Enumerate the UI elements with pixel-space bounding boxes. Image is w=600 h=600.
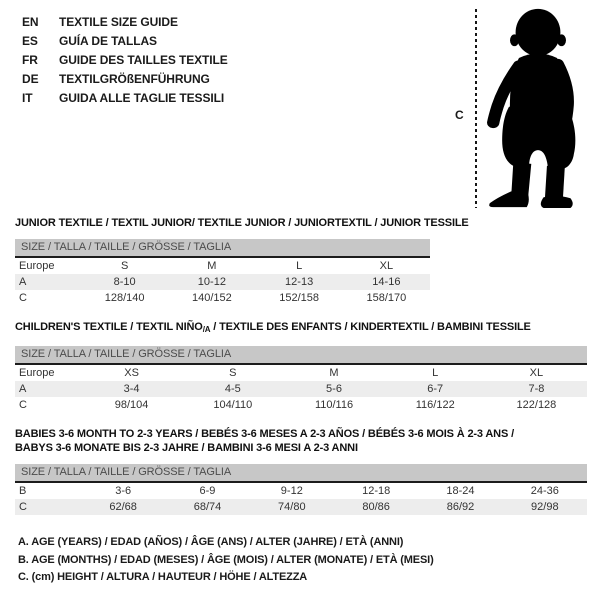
size-cell: L — [296, 260, 303, 272]
row-label: A — [19, 276, 27, 288]
table-rows: Europe XS S M L XL A 3-4 4-5 5-6 6-7 7-8 C 98/104 104/… — [15, 365, 587, 413]
language-code: FR — [22, 53, 38, 67]
table-rows: Europe S M L XL A 8-10 10-12 12-13 14-16 C 128/140 1… — [15, 258, 430, 306]
size-cell: 10-12 — [197, 276, 226, 288]
size-cell: 6-9 — [199, 485, 216, 497]
table-title: JUNIOR TEXTILE / TEXTIL JUNIOR/ TEXTILE … — [15, 216, 469, 230]
table-row: Europe XS S M L XL — [15, 365, 587, 381]
row-label: C — [19, 501, 27, 513]
size-cell: 12-13 — [285, 276, 314, 288]
table-title-text: CHILDREN'S TEXTILE / TEXTIL NIÑO — [15, 321, 203, 333]
table-title: CHILDREN'S TEXTILE / TEXTIL NIÑO/A / TEX… — [15, 320, 587, 337]
size-tables: JUNIOR TEXTILE / TEXTIL JUNIOR/ TEXTILE … — [15, 216, 587, 515]
size-cell: 158/170 — [366, 292, 407, 304]
table-title-text: /A — [202, 325, 211, 334]
size-cell: 3-4 — [123, 383, 140, 395]
table-row: C 62/68 68/74 74/80 80/86 86/92 92/98 — [15, 499, 587, 515]
language-code: DE — [22, 72, 39, 86]
size-cell: 24-36 — [530, 485, 559, 497]
language-title: GUÍA DE TALLAS — [59, 34, 157, 48]
size-cell: 128/140 — [104, 292, 145, 304]
table-row: Europe S M L XL — [15, 258, 430, 274]
size-cell: 12-18 — [362, 485, 391, 497]
table-title: BABIES 3-6 MONTH TO 2-3 YEARS / BEBÉS 3-… — [15, 427, 587, 455]
size-cell: 80/86 — [362, 501, 390, 513]
size-cell: 6-7 — [427, 383, 444, 395]
legend-line-b: B. AGE (MONTHS) / EDAD (MESES) / ÂGE (MO… — [18, 553, 434, 566]
table-row: C 128/140 140/152 152/158 158/170 — [15, 290, 430, 306]
measurement-legend: A. AGE (YEARS) / EDAD (AÑOS) / ÂGE (ANS)… — [18, 534, 434, 587]
size-cell: 5-6 — [326, 383, 342, 395]
language-row-fr: FR GUIDE DES TAILLES TEXTILE — [22, 51, 228, 70]
language-code: IT — [22, 91, 33, 105]
size-cell: 152/158 — [279, 292, 319, 304]
language-code: EN — [22, 15, 39, 29]
table-rows: B 3-6 6-9 9-12 12-18 18-24 24-36 C 62/68 68/74 74/… — [15, 483, 587, 515]
language-list: EN TEXTILE SIZE GUIDE ES GUÍA DE TALLAS … — [22, 13, 228, 108]
size-cell: 18-24 — [446, 485, 475, 497]
row-label: Europe — [19, 367, 55, 379]
row-label: C — [19, 292, 27, 304]
table-row: A 3-4 4-5 5-6 6-7 7-8 — [15, 381, 587, 397]
language-row-en: EN TEXTILE SIZE GUIDE — [22, 13, 228, 32]
size-cell: 86/92 — [446, 501, 475, 513]
row-label: B — [19, 485, 27, 497]
size-cell: 98/104 — [114, 399, 149, 411]
size-cell: 62/68 — [109, 501, 137, 513]
size-header-bar: SIZE / TALLA / TAILLE / GRÖSSE / TAGLIA — [15, 464, 587, 483]
size-cell: M — [207, 260, 217, 272]
language-row-es: ES GUÍA DE TALLAS — [22, 32, 228, 51]
language-title: GUIDA ALLE TAGLIE TESSILI — [59, 91, 225, 105]
size-cell: 140/152 — [191, 292, 232, 304]
language-title: TEXTILE SIZE GUIDE — [59, 15, 178, 29]
size-header-bar: SIZE / TALLA / TAILLE / GRÖSSE / TAGLIA — [15, 239, 430, 258]
table-row: A 8-10 10-12 12-13 14-16 — [15, 274, 430, 290]
row-label: C — [19, 399, 27, 411]
size-cell: 74/80 — [278, 501, 306, 513]
size-cell: 68/74 — [193, 501, 222, 513]
size-cell: 3-6 — [115, 485, 132, 497]
language-row-it: IT GUIDA ALLE TAGLIE TESSILI — [22, 89, 228, 108]
size-cell: 4-5 — [224, 383, 241, 395]
table-row: B 3-6 6-9 9-12 12-18 18-24 24-36 — [15, 483, 587, 499]
table-title-text: BABIES 3-6 MONTH TO 2-3 YEARS / BEBÉS 3-… — [15, 428, 514, 440]
height-measure-line — [475, 9, 477, 208]
size-cell: 92/98 — [531, 501, 559, 513]
language-title: GUIDE DES TAILLES TEXTILE — [59, 53, 228, 67]
size-header-bar: SIZE / TALLA / TAILLE / GRÖSSE / TAGLIA — [15, 346, 587, 365]
table-title-text: BABYS 3-6 MONATE BIS 2-3 JAHRE / BAMBINI… — [15, 442, 358, 454]
height-measure-label: C — [455, 108, 464, 122]
size-cell: M — [329, 367, 339, 379]
legend-line-c: C. (cm) HEIGHT / ALTURA / HAUTEUR / HÖHE… — [18, 571, 308, 583]
size-cell: 7-8 — [528, 383, 545, 395]
table-row: C 98/104 104/110 110/116 116/122 122/128 — [15, 397, 587, 413]
row-label: Europe — [19, 260, 55, 272]
childrens-textile-table: CHILDREN'S TEXTILE / TEXTIL NIÑO/A / TEX… — [15, 320, 587, 413]
size-cell: 8-10 — [113, 276, 136, 288]
language-code: ES — [22, 34, 38, 48]
language-row-de: DE TEXTILGRÖßENFÜHRUNG — [22, 70, 228, 89]
language-title: TEXTILGRÖßENFÜHRUNG — [59, 72, 210, 86]
size-cell: L — [432, 367, 439, 379]
row-label: A — [19, 383, 27, 395]
size-cell: XL — [379, 260, 394, 272]
size-cell: 110/116 — [314, 399, 354, 411]
size-cell: S — [120, 260, 129, 272]
legend-line-a: A. AGE (YEARS) / EDAD (AÑOS) / ÂGE (ANS)… — [18, 536, 404, 548]
size-cell: S — [229, 367, 237, 379]
size-cell: 9-12 — [280, 485, 303, 497]
baby-silhouette-icon — [487, 8, 576, 209]
table-title-text: / TEXTILE DES ENFANTS / KINDERTEXTIL / B… — [210, 321, 531, 333]
junior-textile-table: JUNIOR TEXTILE / TEXTIL JUNIOR/ TEXTILE … — [15, 216, 469, 306]
size-cell: XS — [124, 367, 139, 379]
size-cell: 14-16 — [372, 276, 401, 288]
size-cell: 116/122 — [415, 399, 455, 411]
size-cell: XL — [529, 367, 544, 379]
size-cell: 104/110 — [213, 399, 253, 411]
size-cell: 122/128 — [516, 399, 557, 411]
table-title-text: JUNIOR TEXTILE / TEXTIL JUNIOR/ TEXTILE … — [15, 217, 469, 229]
babies-textile-table: BABIES 3-6 MONTH TO 2-3 YEARS / BEBÉS 3-… — [15, 427, 587, 515]
